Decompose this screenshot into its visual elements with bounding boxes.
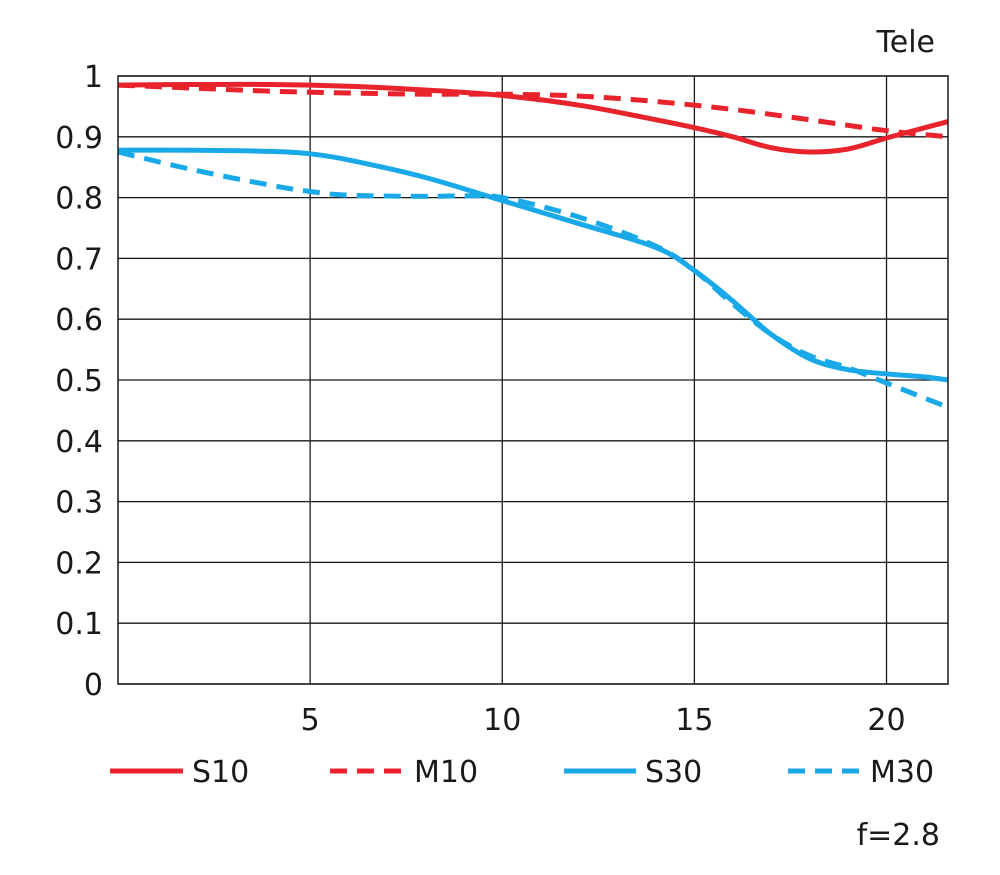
x-tick-label: 15 — [675, 703, 713, 738]
y-tick-label: 0.6 — [55, 303, 103, 338]
x-tick-label: 20 — [867, 703, 905, 738]
x-tick-label: 5 — [301, 703, 320, 738]
y-tick-label: 0.4 — [55, 425, 103, 460]
grid — [118, 75, 948, 685]
series-line-m10 — [118, 82, 948, 140]
legend-label-s30: S30 — [645, 755, 702, 790]
legend-label-s10: S10 — [192, 755, 249, 790]
y-tick-label: 1 — [84, 60, 103, 95]
series-line-s10 — [118, 81, 948, 155]
y-tick-label: 0.3 — [55, 486, 103, 521]
y-tick-label: 0.5 — [55, 364, 103, 399]
chart-title: Tele — [876, 25, 935, 60]
series-line-s30 — [118, 147, 948, 383]
aperture-note: f=2.8 — [857, 818, 940, 853]
y-axis-ticks: 0 0.1 0.2 0.3 0.4 0.5 0.6 0.7 0.8 0.9 1 — [55, 60, 103, 703]
legend-label-m30: M30 — [870, 755, 934, 790]
legend: S10 M10 S30 M30 — [110, 755, 934, 790]
y-tick-label: 0 — [84, 668, 103, 703]
y-tick-label: 0.1 — [55, 607, 103, 642]
legend-label-m10: M10 — [414, 755, 478, 790]
x-tick-label: 10 — [483, 703, 521, 738]
series-lines — [118, 81, 948, 410]
series-line-m30 — [118, 149, 948, 410]
y-tick-label: 0.8 — [55, 182, 103, 217]
x-axis-ticks: 5 10 15 20 — [301, 703, 906, 738]
y-tick-label: 0.9 — [55, 121, 103, 156]
plot-frame — [117, 75, 949, 685]
y-tick-label: 0.2 — [55, 546, 103, 581]
y-tick-label: 0.7 — [55, 242, 103, 277]
